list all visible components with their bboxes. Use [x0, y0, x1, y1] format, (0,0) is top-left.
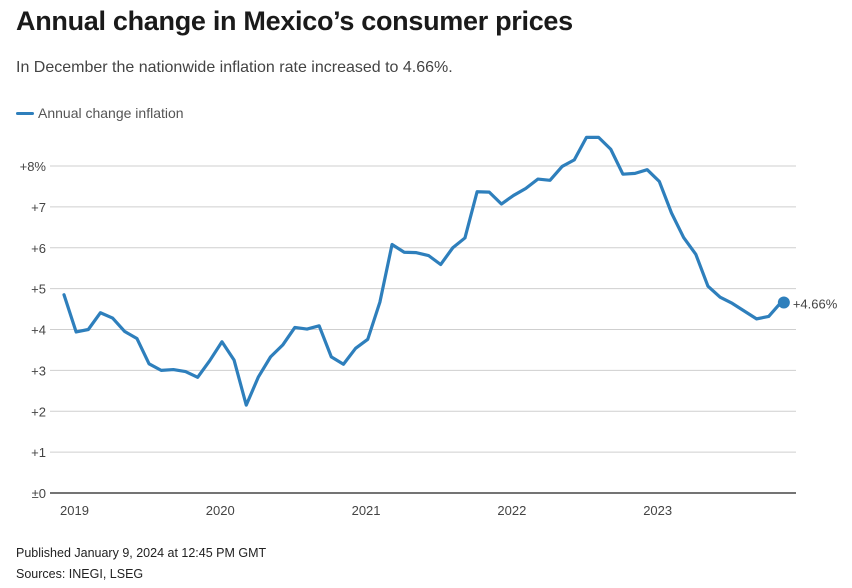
end-value-label: +4.66%: [793, 297, 838, 312]
published-date: Published January 9, 2024 at 12:45 PM GM…: [16, 546, 267, 560]
sources: Sources: INEGI, LSEG: [16, 567, 144, 581]
x-tick-label: 2020: [206, 503, 235, 518]
x-tick-label: 2019: [60, 503, 89, 518]
y-tick-label: ±0: [32, 486, 46, 501]
x-tick-label: 2021: [352, 503, 381, 518]
series-layer: +4.66%: [62, 135, 838, 407]
legend-label: Annual change inflation: [38, 105, 184, 121]
legend: Annual change inflation: [16, 105, 184, 121]
x-axis-labels: 2019 2020 2021 2022 2023: [60, 503, 672, 518]
gridlines: [50, 165, 796, 494]
y-tick-label: +2: [31, 404, 46, 419]
chart-title: Annual change in Mexico’s consumer price…: [16, 6, 573, 36]
y-tick-label: +5: [31, 282, 46, 297]
end-point-marker: [777, 296, 790, 309]
series-line: [62, 135, 783, 407]
x-tick-label: 2022: [497, 503, 526, 518]
y-tick-label: +4: [31, 323, 46, 338]
y-tick-label: +8%: [20, 159, 47, 174]
y-axis-labels: ±0 +1 +2 +3 +4 +5 +6 +7 +8%: [20, 159, 47, 501]
chart-subtitle: In December the nationwide inflation rat…: [16, 59, 453, 76]
line-chart: ±0 +1 +2 +3 +4 +5 +6 +7 +8% 2019 2020 2021 2022 2023…: [20, 135, 838, 518]
legend-swatch: [16, 111, 34, 115]
x-tick-label: 2023: [643, 503, 672, 518]
y-tick-label: +1: [31, 445, 46, 460]
y-tick-label: +6: [31, 241, 46, 256]
y-tick-label: +3: [31, 363, 46, 378]
y-tick-label: +7: [31, 200, 46, 215]
